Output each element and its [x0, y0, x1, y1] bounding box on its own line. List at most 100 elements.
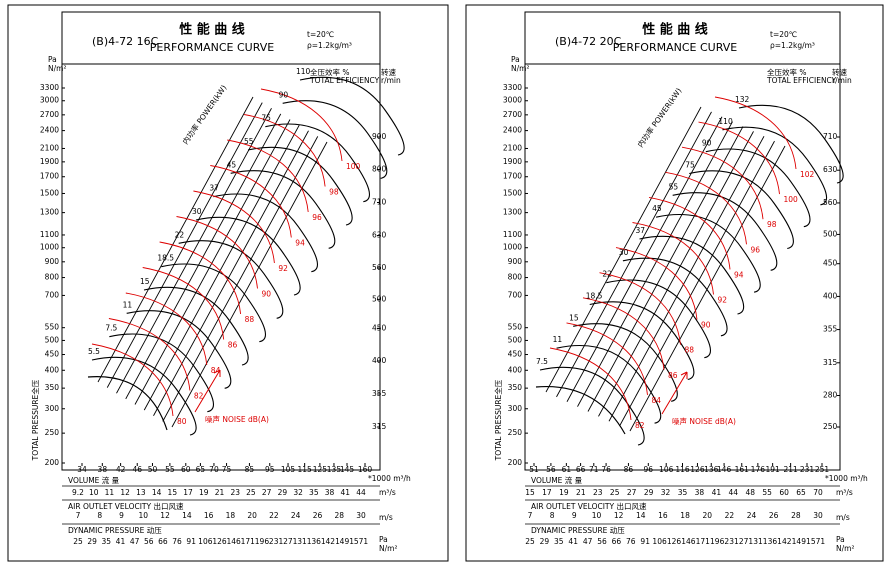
flow-value: 41: [712, 488, 722, 497]
speed-tick-label: 315: [823, 358, 838, 367]
noise-value: 94: [295, 239, 305, 248]
pressure-curve: [265, 123, 371, 203]
volume-tick-label: 125: [313, 465, 328, 474]
pressure-curve: [639, 235, 745, 315]
noise-value: 100: [346, 162, 361, 171]
pressure-curve: [178, 240, 284, 319]
y-tick-label: 2400: [503, 126, 522, 135]
speed-line: [629, 145, 786, 432]
y-tick-label: 400: [45, 365, 60, 374]
dynamic-value: 491: [340, 537, 355, 546]
volume-label: VOLUME 流 量: [68, 475, 120, 485]
flow-value: 23: [230, 488, 240, 497]
power-value: 45: [227, 160, 237, 169]
efficiency-label: 全压效率 %: [767, 67, 807, 77]
pressure-curve: [738, 104, 844, 184]
velocity-value: 26: [313, 511, 323, 520]
power-value: 110: [296, 67, 311, 76]
speed-tick-label: 500: [823, 229, 838, 238]
flow-value: 11: [105, 488, 115, 497]
dynamic-value: 311: [753, 537, 768, 546]
power-value: 90: [702, 139, 712, 148]
dynamic-value: 35: [102, 537, 112, 546]
y-tick-label: 3000: [503, 96, 522, 105]
flow-unit: m³/s: [836, 488, 853, 497]
dynamic-value: 41: [116, 537, 126, 546]
power-value: 7.5: [105, 324, 117, 333]
speed-line: [556, 111, 712, 398]
pressure-curve: [672, 192, 778, 271]
power-value: 22: [602, 270, 612, 279]
dynamic-value: 491: [796, 537, 811, 546]
noise-value: 98: [329, 188, 339, 197]
volume-tick-label: 191: [765, 465, 780, 474]
speed-line: [116, 108, 272, 394]
dynamic-value: 361: [311, 537, 326, 546]
velocity-value: 9: [572, 511, 577, 520]
y-tick-label: 300: [508, 404, 523, 413]
title-cn: 性 能 曲 线: [642, 22, 708, 38]
flow-value: 25: [610, 488, 620, 497]
noise-value: 98: [767, 220, 777, 229]
volume-label: VOLUME 流 量: [531, 475, 583, 485]
y-tick-label: 3000: [40, 96, 59, 105]
flow-value: 14: [152, 488, 162, 497]
dynamic-value: 421: [326, 537, 341, 546]
y-tick-label: 200: [45, 458, 60, 467]
speed-line: [162, 136, 319, 422]
y-tick-label: 1000: [503, 243, 522, 252]
y-tick-label: 200: [508, 458, 523, 467]
noise-value: 96: [312, 213, 322, 222]
speed-line: [143, 124, 300, 411]
velocity-value: 12: [160, 511, 170, 520]
pressure-curve: [589, 301, 695, 381]
y-unit: N/m²: [511, 64, 529, 73]
volume-tick-label: 86: [624, 465, 634, 474]
pressure-curve: [91, 356, 197, 436]
condition: t=20℃: [307, 30, 334, 39]
y-tick-label: 2700: [503, 110, 522, 119]
flow-value: 27: [627, 488, 637, 497]
velocity-value: 20: [247, 511, 257, 520]
velocity-value: 12: [614, 511, 624, 520]
flow-value: 9.2: [72, 488, 84, 497]
pressure-curve: [282, 100, 388, 179]
volume-tick-label: 85: [245, 465, 255, 474]
dynamic-value: 91: [640, 537, 650, 546]
panel-frame: [465, 4, 884, 562]
volume-tick-label: 115: [297, 465, 312, 474]
volume-tick-label: 70: [209, 465, 219, 474]
noise-value: 88: [245, 315, 255, 324]
condition: t=20℃: [770, 30, 797, 39]
dynamic-value: 171: [696, 537, 711, 546]
noise-value: 86: [668, 371, 678, 380]
condition: ρ=1.2kg/m³: [770, 41, 815, 50]
flow-value: 38: [695, 488, 705, 497]
dynamic-value: 271: [739, 537, 754, 546]
model: (B)4-72 16C: [92, 35, 159, 48]
power-value: 30: [619, 248, 629, 257]
speed-line: [577, 121, 733, 407]
efficiency-curve: [582, 297, 665, 370]
pressure-curve: [230, 170, 336, 249]
y-tick-label: 1300: [40, 208, 59, 217]
velocity-label: AIR OUTLET VELOCITY 出口风速: [531, 501, 647, 511]
velocity-value: 8: [97, 511, 102, 520]
velocity-value: 16: [204, 511, 214, 520]
speed-tick-label: 355: [823, 325, 838, 334]
volume-tick-label: 105: [281, 465, 296, 474]
dynamic-value: 29: [87, 537, 97, 546]
flow-value: 65: [796, 488, 806, 497]
pressure-curve: [143, 286, 249, 366]
noise-value: 86: [228, 341, 238, 350]
velocity-value: 7: [528, 511, 533, 520]
noise-label: 噪声 NOISE dB(A): [672, 416, 736, 426]
volume-tick-label: 34: [77, 465, 87, 474]
pressure-curve: [573, 323, 678, 402]
velocity-value: 30: [813, 511, 823, 520]
y-tick-label: 1300: [503, 208, 522, 217]
dynamic-value: 196: [710, 537, 725, 546]
volume-tick-label: 251: [815, 465, 830, 474]
volume-tick-label: 66: [576, 465, 586, 474]
volume-tick-label: 60: [181, 465, 191, 474]
